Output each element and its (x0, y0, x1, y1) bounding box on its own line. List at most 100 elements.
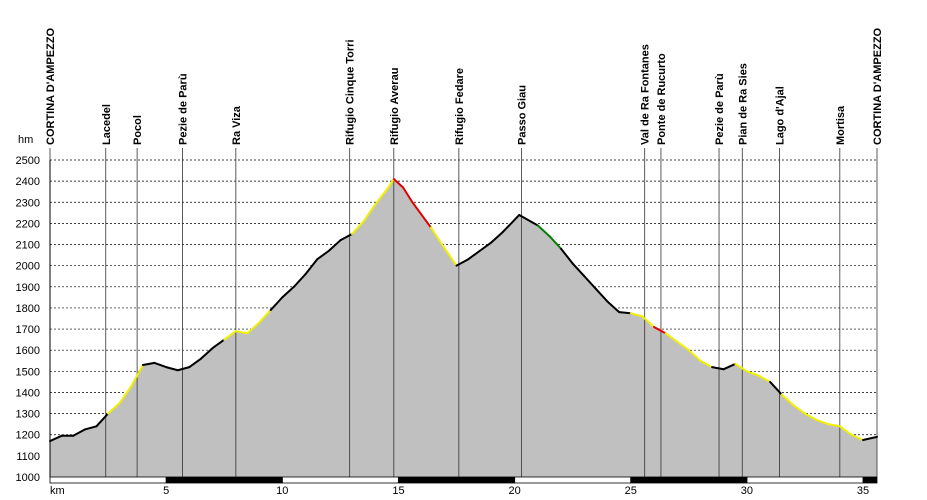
profile-segment (258, 309, 272, 324)
waypoint-label: Pocol (132, 115, 144, 145)
profile-segment (583, 275, 597, 290)
profile-segment (676, 340, 690, 352)
waypoint-label: Ra Viza (231, 105, 243, 145)
profile-segment (560, 247, 574, 265)
profile-segment (827, 423, 841, 428)
waypoint-label: Val de Ra Fontanes (640, 44, 652, 145)
x-tick-label: 5 (163, 485, 169, 497)
y-tick-label: 1900 (16, 282, 40, 294)
profile-segment (339, 232, 353, 242)
profile-segment (518, 213, 539, 227)
y-tick-label: 1800 (16, 303, 40, 315)
profile-segment (664, 332, 679, 343)
x-axis-stripe (166, 477, 283, 483)
profile-segment (862, 435, 878, 442)
profile-segment (188, 357, 202, 369)
x-tick-label: 25 (625, 485, 637, 497)
profile-segment (769, 380, 783, 396)
waypoint-label: Lago d'Ajal (774, 86, 786, 145)
waypoint-label: Mortisa (835, 105, 847, 145)
profile-segment (780, 393, 795, 407)
y-tick-label: 1300 (16, 409, 40, 421)
profile-segment (629, 312, 644, 318)
profile-segment (641, 315, 655, 328)
profile-segment (443, 247, 458, 267)
y-tick-label: 1600 (16, 345, 40, 357)
y-tick-label: 1200 (16, 430, 40, 442)
profile-segment (292, 273, 307, 288)
profile-segment (223, 330, 237, 341)
profile-segment (803, 412, 818, 421)
profile-segment (745, 370, 760, 377)
x-tick-label: 30 (741, 485, 753, 497)
waypoint-label: Rifugio Cinque Torri (345, 39, 357, 145)
profile-segment (72, 428, 86, 437)
profile-segment (711, 366, 725, 371)
profile-segment (374, 188, 388, 206)
x-tick-label: 15 (392, 485, 404, 497)
profile-segment (153, 361, 168, 369)
profile-segment (281, 285, 295, 299)
profile-segment (141, 361, 156, 366)
profile-segment (699, 359, 714, 369)
profile-segment (490, 230, 504, 244)
profile-segment (83, 425, 98, 431)
x-axis-label: km (50, 485, 65, 497)
y-tick-label: 2300 (16, 197, 40, 209)
profile-segment (350, 220, 365, 235)
x-tick-label: 35 (857, 485, 869, 497)
profile-segment (501, 213, 521, 233)
profile-segment (316, 249, 330, 261)
profile-segment (411, 201, 423, 216)
y-tick-label: 2000 (16, 261, 40, 273)
profile-segment (269, 296, 284, 312)
profile-segment (234, 330, 249, 335)
waypoint-label: Ponte de Rucurto (656, 53, 668, 145)
waypoint-label: Pezie de Parù (714, 73, 726, 145)
profile-segment (304, 258, 319, 276)
profile-segment (792, 404, 806, 415)
waypoint-label: CORTINA D'AMPEZZO (872, 27, 884, 145)
profile-segment (815, 418, 830, 426)
profile-segment (838, 425, 853, 436)
profile-segment (327, 239, 342, 252)
profile-segment (594, 287, 609, 303)
y-tick-label: 1100 (16, 451, 40, 463)
profile-segment (687, 349, 702, 362)
waypoint-label: Lacedel (101, 104, 113, 145)
x-axis-stripe (630, 477, 747, 483)
y-tick-label: 1000 (16, 472, 40, 484)
x-tick-label: 10 (276, 485, 288, 497)
profile-segment (850, 433, 865, 442)
profile-segment (536, 224, 551, 238)
waypoint-label: CORTINA D'AMPEZZO (45, 27, 57, 145)
profile-segment (211, 338, 226, 350)
profile-area (50, 179, 877, 477)
profile-segment (199, 347, 214, 360)
x-axis-stripe (863, 477, 877, 483)
waypoint-label: Rifugio Averau (389, 68, 401, 145)
profile-segment (467, 249, 481, 261)
y-tick-label: 2500 (16, 155, 40, 167)
profile-segment (118, 385, 133, 405)
y-tick-label: 2400 (16, 176, 40, 188)
profile-segment (246, 321, 261, 335)
profile-segment (618, 311, 632, 315)
profile-segment (734, 362, 748, 373)
profile-segment (455, 258, 470, 267)
profile-segment (392, 178, 405, 189)
y-tick-label: 1400 (16, 387, 40, 399)
waypoint-label: Pian de Ra Sies (737, 63, 749, 145)
waypoint-label: Passo Giau (517, 85, 529, 145)
profile-segment (402, 186, 414, 204)
profile-segment (757, 374, 772, 383)
profile-segment (95, 412, 110, 428)
profile-segment (548, 235, 563, 250)
y-tick-label: 2100 (16, 240, 40, 252)
profile-segment (362, 203, 377, 223)
waypoint-label: Rifugio Fedare (454, 68, 466, 145)
profile-segment (429, 226, 446, 250)
x-tick-label: 20 (508, 485, 520, 497)
x-axis-stripe (398, 477, 515, 483)
